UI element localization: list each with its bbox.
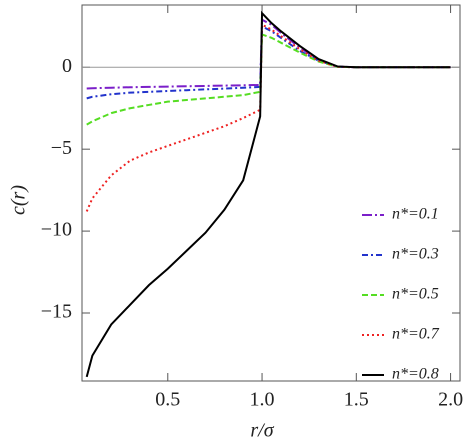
x-tick-label: 1.0 — [250, 389, 275, 411]
plot-frame — [81, 4, 461, 382]
y-tick-label: −5 — [51, 137, 72, 159]
series-line — [86, 33, 451, 126]
y-tick-label: −15 — [41, 301, 72, 323]
y-tick-label: 0 — [62, 55, 72, 77]
x-tick-label: 0.5 — [155, 389, 180, 411]
series-line — [85, 10, 451, 378]
x-axis-label: r/σ — [250, 420, 274, 442]
legend-label: n*=0.5 — [392, 286, 439, 303]
x-tick-label: 1.5 — [344, 389, 369, 411]
series-line — [85, 23, 451, 212]
x-tick-label: 2.0 — [438, 389, 463, 411]
legend-label: n*=0.1 — [392, 206, 439, 223]
legend-label: n*=0.8 — [392, 366, 439, 383]
legend-label: n*=0.3 — [392, 246, 439, 263]
legend-label: n*=0.7 — [392, 326, 440, 343]
y-axis-label: c(r) — [8, 185, 30, 215]
y-tick-label: −10 — [41, 219, 72, 241]
